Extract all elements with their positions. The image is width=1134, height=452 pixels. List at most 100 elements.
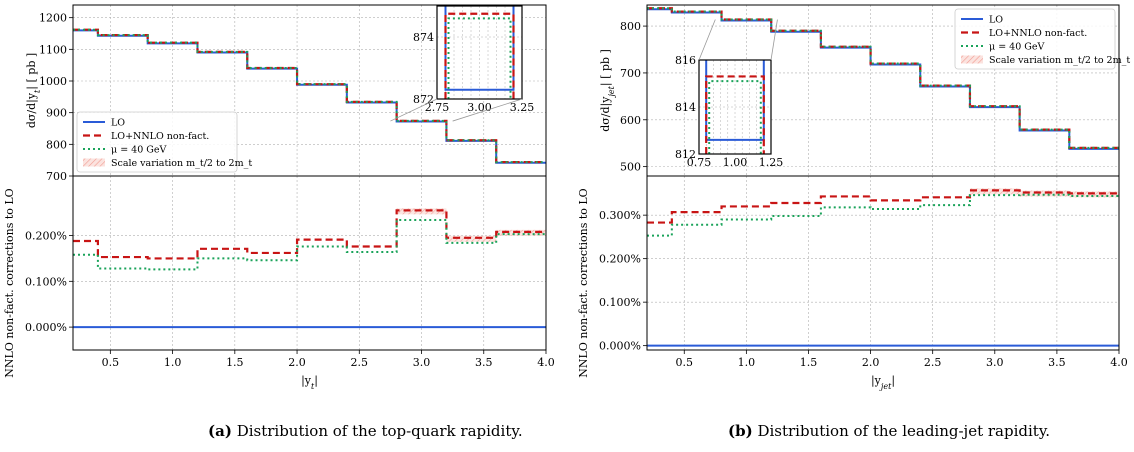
inset-b: 812 814 816 0.75 1.00 1.25 xyxy=(675,19,784,169)
top-ytick-label: 700 xyxy=(620,67,641,80)
caption-a-label: (a) xyxy=(208,422,232,440)
inset-frame xyxy=(698,59,772,155)
xtick-label: 1.5 xyxy=(800,356,818,369)
xlabel-sub: jet xyxy=(879,382,892,391)
bottom-ylabel: NNLO non-fact. corrections to LO xyxy=(577,188,590,377)
top-ytick-label: 1200 xyxy=(39,12,67,25)
bottom-frame xyxy=(646,175,1120,351)
inset-ytick-label: 814 xyxy=(675,101,696,114)
xtick-label: 2.0 xyxy=(862,356,880,369)
legend-box xyxy=(954,8,1116,70)
top-ylabel-sub: jet xyxy=(607,85,616,98)
xtick-label: 0.5 xyxy=(102,356,120,369)
bottom-subplot-b: 0.5 1.0 1.5 2.0 2.5 3.0 3.5 4.0 0.000% 0.100% 0.20… xyxy=(577,175,1128,391)
inset-xtick-label: 0.75 xyxy=(687,156,712,169)
caption-b-text: Distribution of the leading-jet rapidity… xyxy=(753,422,1050,440)
inset-xtick-label: 3.25 xyxy=(510,101,535,114)
bottom-ytick-label: 0.100% xyxy=(25,275,67,288)
inset-ytick-label: 874 xyxy=(413,31,434,44)
top-ylabel: dσ/d|yjet| [ pb ] xyxy=(599,49,616,132)
xtick-label: 4.0 xyxy=(537,356,555,369)
xlabel-rest: | xyxy=(314,374,318,388)
top-ytick-label: 600 xyxy=(620,114,641,127)
inset-connector xyxy=(452,98,523,122)
xlabel-part: |y xyxy=(301,374,312,388)
caption-b-label: (b) xyxy=(728,422,753,440)
xtick-label: 3.5 xyxy=(1048,356,1066,369)
xlabel-part: |y xyxy=(871,374,882,388)
top-ylabel-sub: t xyxy=(33,89,42,93)
top-ytick-label: 900 xyxy=(46,107,67,120)
top-subplot-b: 500 600 700 800 dσ/d|yjet| [ pb ] 812 814 816 0.… xyxy=(599,4,1130,177)
xtick-label: 2.5 xyxy=(924,356,942,369)
legend-entry-0: LO xyxy=(989,15,1003,26)
top-ytick-label: 700 xyxy=(46,170,67,183)
xlabel: |yt| xyxy=(301,374,318,391)
xtick-label: 4.0 xyxy=(1110,356,1128,369)
inset-connector xyxy=(390,98,438,122)
top-ytick-label: 800 xyxy=(46,138,67,151)
xlabel: |yjet| xyxy=(871,374,895,391)
bottom-series-mu xyxy=(647,193,1119,237)
bottom-ytick-label: 0.300% xyxy=(599,209,641,222)
top-ylabel-rest: | [ pb ] xyxy=(599,49,613,86)
top-ylabel-part: dσ/d|y xyxy=(25,92,39,128)
xtick-label: 3.5 xyxy=(475,356,493,369)
bottom-frame xyxy=(72,175,547,351)
inset-connector xyxy=(770,19,778,61)
top-ylabel-part: dσ/d|y xyxy=(599,96,613,132)
inset-ytick-label: 816 xyxy=(675,54,696,67)
xtick-label: 3.0 xyxy=(986,356,1004,369)
legend-entry-3: Scale variation m_t/2 to 2m_t xyxy=(989,55,1130,66)
top-ytick-label: 1100 xyxy=(39,43,67,56)
legend-entry-2: μ = 40 GeV xyxy=(111,145,166,156)
bottom-ytick-label: 0.200% xyxy=(25,230,67,243)
xlabel-rest: | xyxy=(891,374,895,388)
xtick-label: 0.5 xyxy=(676,356,694,369)
legend-entry-1: LO+NNLO non-fact. xyxy=(111,131,209,142)
top-series-mu xyxy=(73,28,546,164)
xtick-label: 2.0 xyxy=(288,356,306,369)
xtick-label: 1.0 xyxy=(164,356,182,369)
inset-xtick-label: 3.00 xyxy=(467,101,492,114)
legend-entry-2: μ = 40 GeV xyxy=(989,42,1044,53)
bottom-series-mu xyxy=(73,218,546,271)
top-series-mu xyxy=(647,7,1119,149)
caption-a-text: Distribution of the top-quark rapidity. xyxy=(232,422,523,440)
band-segment xyxy=(446,235,497,242)
caption-a: (a) Distribution of the top-quark rapidi… xyxy=(208,422,523,440)
inset-frame xyxy=(436,5,523,100)
top-ylabel-rest: | [ pb ] xyxy=(25,53,39,90)
legend-b: LO LO+NNLO non-fact. μ = 40 GeV Scale varia… xyxy=(954,8,1130,70)
band-segment xyxy=(1019,190,1070,197)
legend-entry-3: Scale variation m_t/2 to 2m_t xyxy=(111,158,252,169)
inset-xtick-label: 1.00 xyxy=(723,156,748,169)
xtick-label: 2.5 xyxy=(351,356,369,369)
legend-entry-1: LO+NNLO non-fact. xyxy=(989,28,1087,39)
bottom-subplot-a: 0.5 1.0 1.5 2.0 2.5 3.0 3.5 4.0 0.000% 0.100% 0.20… xyxy=(3,175,555,391)
xtick-label: 1.0 xyxy=(738,356,756,369)
xlabel-sub: t xyxy=(311,382,315,391)
legend-entry-0: LO xyxy=(111,118,125,129)
inset-connector xyxy=(698,19,716,61)
top-ytick-label: 500 xyxy=(620,161,641,174)
bottom-ytick-label: 0.000% xyxy=(25,321,67,334)
inset-series-mu xyxy=(708,80,762,154)
xtick-label: 1.5 xyxy=(226,356,244,369)
legend-a: LO LO+NNLO non-fact. μ = 40 GeV Scale varia… xyxy=(76,111,252,173)
legend-swatch-band xyxy=(83,158,105,167)
bottom-series-nnlo xyxy=(73,209,546,260)
top-ytick-label: 800 xyxy=(620,20,641,33)
bottom-ytick-label: 0.000% xyxy=(599,340,641,353)
inset-xtick-label: 1.25 xyxy=(759,156,784,169)
inset-xtick-label: 2.75 xyxy=(425,101,450,114)
bottom-ytick-label: 0.100% xyxy=(599,296,641,309)
band-segment xyxy=(496,229,546,236)
xtick-label: 3.0 xyxy=(413,356,431,369)
